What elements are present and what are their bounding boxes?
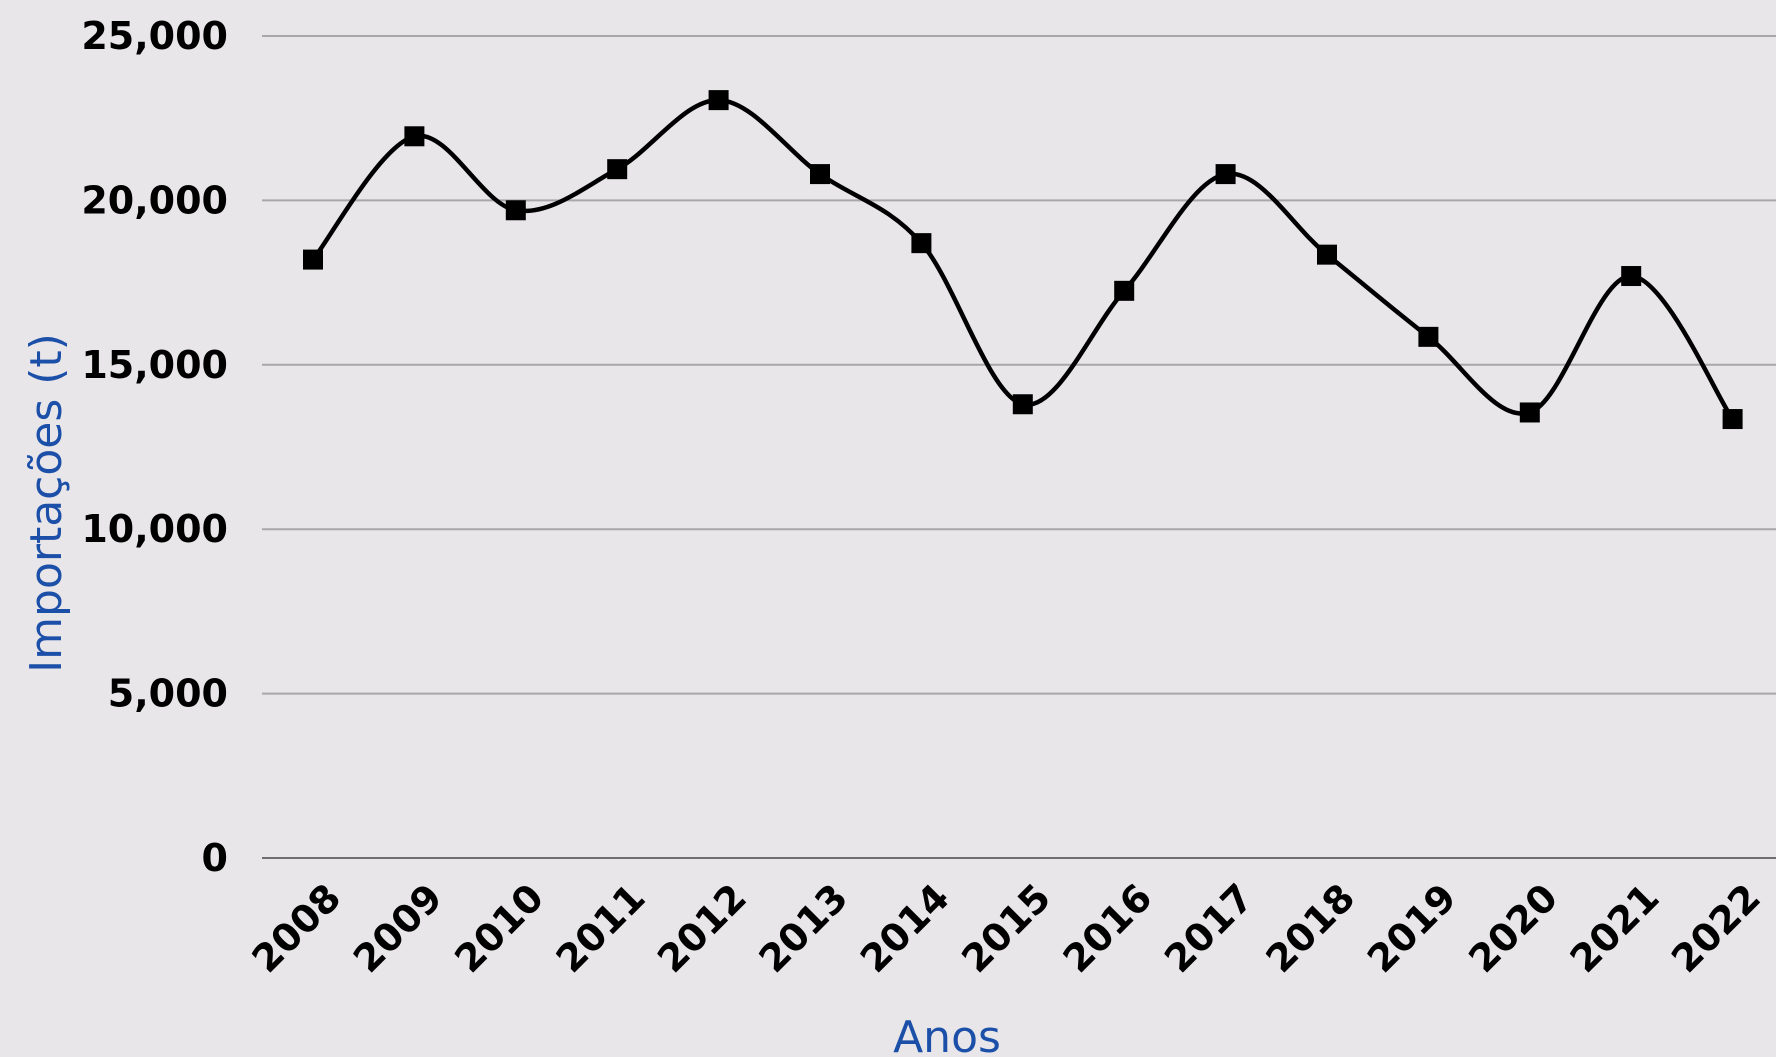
x-axis-title: Anos (893, 1012, 1001, 1057)
data-point-marker (505, 200, 526, 221)
y-tick-label: 10,000 (81, 507, 228, 551)
series (303, 90, 1743, 430)
data-point-marker (1215, 164, 1236, 185)
y-axis-title: Importações (t) (21, 333, 72, 673)
x-tick-label: 2022 (1663, 875, 1769, 981)
x-tick-label: 2010 (446, 875, 552, 981)
x-tick-label: 2021 (1562, 875, 1668, 981)
x-tick-label: 2018 (1257, 875, 1363, 981)
x-tick-label: 2008 (243, 875, 349, 981)
x-tick-label: 2016 (1055, 875, 1161, 981)
data-point-marker (810, 164, 830, 185)
x-tick-label: 2009 (345, 875, 451, 981)
data-point-marker (1519, 402, 1540, 423)
data-point-marker (1012, 394, 1033, 415)
x-axis-ticks: 2008200920102011201220132014201520162017… (243, 875, 1769, 981)
data-point-marker (708, 90, 729, 111)
y-tick-label: 15,000 (81, 343, 228, 387)
data-point-marker (404, 126, 425, 147)
y-axis-ticks: 0 5,000 10,000 15,000 20,000 25,000 (81, 14, 228, 880)
x-tick-label: 2017 (1156, 875, 1262, 981)
data-point-marker (1722, 409, 1743, 430)
x-tick-label: 2011 (548, 875, 654, 981)
x-tick-label: 2015 (953, 875, 1059, 981)
x-tick-label: 2014 (852, 875, 958, 981)
x-tick-label: 2012 (649, 875, 755, 981)
x-tick-label: 2020 (1460, 875, 1566, 981)
data-point-marker (1621, 266, 1642, 287)
y-tick-label: 0 (202, 836, 228, 880)
y-tick-label: 5,000 (108, 672, 228, 716)
data-point-marker (1114, 280, 1135, 301)
data-point-marker (911, 233, 932, 254)
data-point-marker (303, 249, 323, 270)
series-line (310, 97, 1735, 422)
y-tick-label: 25,000 (81, 14, 228, 58)
data-point-marker (1418, 326, 1439, 347)
x-tick-label: 2013 (750, 875, 856, 981)
data-point-marker (1317, 244, 1337, 265)
grid (262, 35, 1776, 859)
data-point-marker (607, 159, 628, 180)
y-tick-label: 20,000 (81, 178, 228, 222)
x-tick-label: 2019 (1359, 875, 1465, 981)
